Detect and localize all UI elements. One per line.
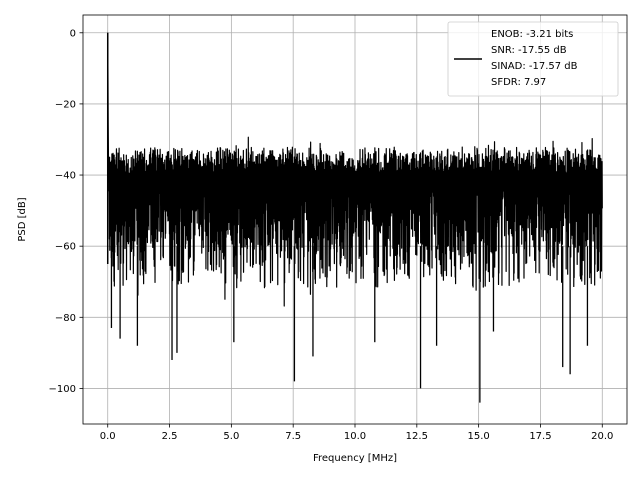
x-tick-label: 0.0: [100, 431, 116, 442]
legend-entry-enob: ENOB: -3.21 bits: [491, 29, 573, 40]
x-tick-label: 7.5: [285, 431, 301, 442]
x-tick-label: 12.5: [406, 431, 428, 442]
y-axis-ticks: 0 −20 −40 −60 −80 −100: [49, 28, 83, 395]
x-tick-label: 5.0: [223, 431, 239, 442]
y-tick-label: −100: [49, 384, 76, 395]
legend-box: [447, 21, 619, 97]
y-tick-label: −60: [55, 242, 76, 253]
x-tick-label: 2.5: [162, 431, 178, 442]
x-tick-label: 10.0: [344, 431, 366, 442]
series-group: [106, 32, 603, 403]
legend-entry-sinad: SINAD: -17.57 dB: [491, 61, 578, 72]
x-tick-label: 15.0: [468, 431, 490, 442]
y-tick-label: 0: [70, 28, 76, 39]
legend-entry-snr: SNR: -17.55 dB: [491, 45, 567, 56]
y-tick-label: −20: [55, 99, 76, 110]
y-tick-label: −80: [55, 313, 76, 324]
x-tick-label: 17.5: [529, 431, 551, 442]
x-axis-ticks: 0.0 2.5 5.0 7.5 10.0 12.5 15.0 17.5 20.0: [100, 424, 613, 442]
legend: ENOB: -3.21 bits SNR: -17.55 dB SINAD: -…: [447, 21, 619, 97]
y-axis-label: PSD [dB]: [17, 197, 28, 241]
x-axis-label: Frequency [MHz]: [313, 453, 397, 464]
x-tick-label: 20.0: [591, 431, 613, 442]
legend-entry-sfdr: SFDR: 7.97: [491, 77, 546, 88]
psd-trace: [107, 32, 603, 307]
y-tick-label: −40: [55, 171, 76, 182]
